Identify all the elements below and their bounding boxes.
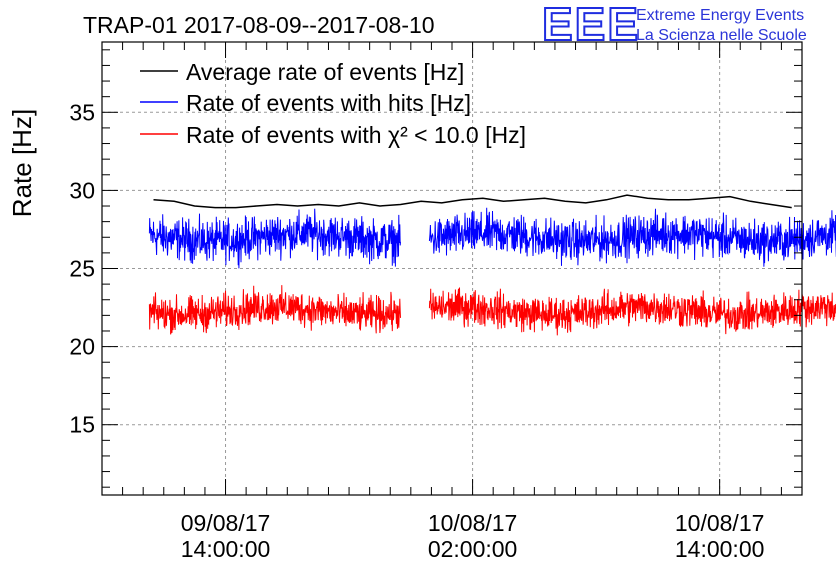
chart-title: TRAP-01 2017-08-09--2017-08-10: [83, 12, 435, 38]
eee-logo: EEE Extreme Energy Events La Scienza nel…: [541, 0, 807, 51]
y-tick-label: 20: [69, 334, 95, 360]
legend: Average rate of events [Hz] Rate of event…: [140, 59, 526, 148]
series-lines: [148, 194, 836, 336]
y-tick-label: 25: [69, 256, 95, 282]
series-line-average: [153, 194, 792, 209]
x-tick-time-label: 14:00:00: [181, 536, 271, 562]
legend-label-1: Average rate of events [Hz]: [186, 59, 464, 85]
x-tick-time-label: 02:00:00: [428, 536, 518, 562]
logo-line2: La Scienza nelle Scuole: [636, 27, 807, 44]
y-tick-label: 15: [69, 412, 95, 438]
series-line-chi2-part2: [428, 287, 836, 336]
x-tick-date-label: 09/08/17: [181, 510, 271, 536]
y-axis-label: Rate [Hz]: [7, 109, 37, 217]
x-tick-time-label: 14:00:00: [675, 536, 765, 562]
series-line-hits-part2: [428, 207, 836, 267]
legend-label-2: Rate of events with hits [Hz]: [186, 90, 471, 116]
y-tick-label: 35: [69, 99, 95, 125]
legend-label-3: Rate of events with χ² < 10.0 [Hz]: [186, 122, 526, 148]
y-tick-label: 30: [69, 177, 95, 203]
series-line-hits-part1: [148, 208, 401, 269]
x-tick-date-label: 10/08/17: [428, 510, 518, 536]
grid: [102, 42, 802, 495]
axes: 152025303509/08/1714:00:0010/08/1702:00:…: [69, 41, 803, 562]
series-line-chi2-part1: [148, 285, 401, 335]
logo-line1: Extreme Energy Events: [636, 7, 804, 24]
x-tick-date-label: 10/08/17: [675, 510, 765, 536]
